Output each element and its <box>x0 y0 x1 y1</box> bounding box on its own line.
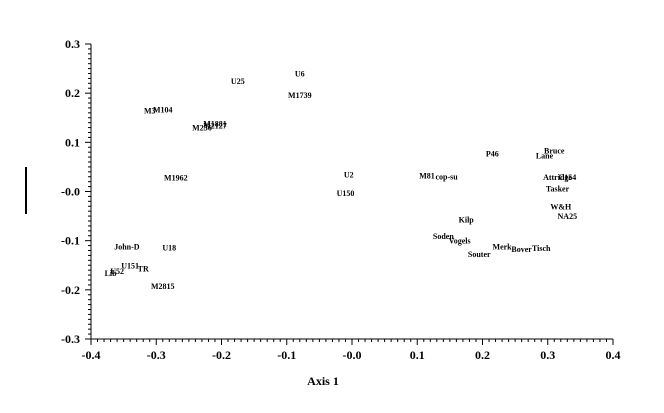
point-label: Soden <box>433 232 454 241</box>
point-label: Bruce <box>544 147 565 156</box>
x-tick-label: 0.2 <box>475 348 490 362</box>
point-label: U150 <box>337 189 355 198</box>
x-tick-label: 0.1 <box>410 348 425 362</box>
point-label: U52 <box>110 267 124 276</box>
point-label: U25 <box>231 77 245 86</box>
point-label: M256 <box>192 124 212 133</box>
y-tick-label: 0.1 <box>65 135 80 149</box>
y-tick-label: -0.1 <box>61 234 80 248</box>
x-tick-label: 0.3 <box>540 348 555 362</box>
point-label: M104 <box>153 105 173 114</box>
point-label: C154 <box>558 173 576 182</box>
x-tick-label: -0.1 <box>277 348 296 362</box>
point-label: M1962 <box>164 174 188 183</box>
point-label: U151 <box>121 261 139 270</box>
point-label: cop-su <box>435 172 458 181</box>
y-tick-label: 0.2 <box>65 86 80 100</box>
point-label: M1881 <box>203 120 227 129</box>
x-tick-label: -0.3 <box>147 348 166 362</box>
x-tick-label: -0.2 <box>212 348 231 362</box>
x-tick-label: -0.0 <box>343 348 362 362</box>
point-label: P46 <box>486 150 499 159</box>
point-label: U2 <box>344 170 354 179</box>
point-label: W&H <box>550 202 572 211</box>
point-label: M1739 <box>288 91 312 100</box>
point-label: M2127 <box>203 122 227 131</box>
y-tick-label: -0.3 <box>61 332 80 346</box>
point-label: Souter <box>468 250 491 259</box>
point-label: Kilp <box>459 216 475 225</box>
y-tick-label: -0.0 <box>61 185 80 199</box>
axes: -0.4 -0.3 -0.2 -0.1 -0.0 0.1 0.2 0.3 0.40.30.20.… <box>61 37 621 362</box>
x-axis-title: Axis 1 <box>307 374 339 388</box>
point-label: Merk <box>493 243 513 252</box>
point-label: U6 <box>295 70 305 79</box>
x-tick-label: -0.4 <box>82 348 101 362</box>
point-label: Bover <box>511 245 532 254</box>
point-label: TR <box>138 265 149 274</box>
point-label: Attridge <box>543 173 572 182</box>
point-label: Tisch <box>532 244 551 253</box>
x-tick-label: 0.4 <box>606 348 621 362</box>
point-label: John-D <box>114 243 140 252</box>
point-label: M81 <box>419 171 435 180</box>
point-label: Tasker <box>546 185 570 194</box>
point-label: U18 <box>162 244 176 253</box>
y-tick-label: -0.2 <box>61 283 80 297</box>
left-edge-bar <box>25 167 27 214</box>
point-label: M2815 <box>151 282 175 291</box>
y-tick-label: 0.3 <box>65 37 80 51</box>
point-label: Lane <box>536 152 554 161</box>
point-label: NA25 <box>558 212 578 221</box>
point-label: Lib <box>105 269 118 278</box>
point-label: M3 <box>144 106 156 115</box>
point-label: Vogels <box>449 237 471 246</box>
